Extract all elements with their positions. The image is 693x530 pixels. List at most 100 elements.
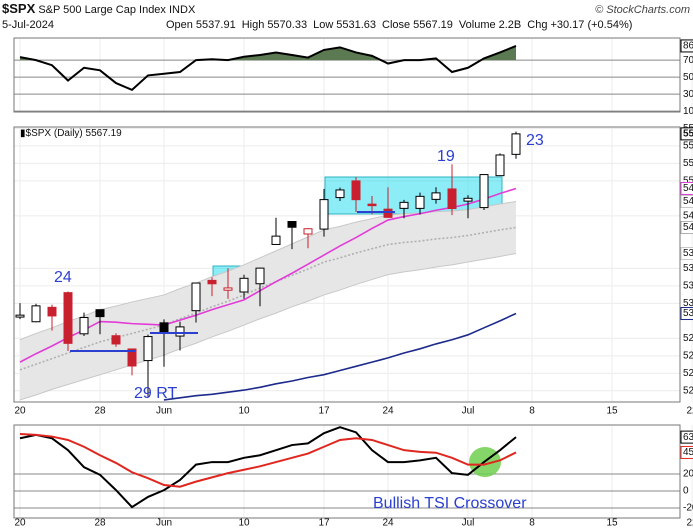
overlay-line <box>163 312 517 401</box>
index-name: S&P 500 Large Cap Index <box>38 4 166 16</box>
value-label-box <box>680 445 693 459</box>
header-line: $SPX S&P 500 Large Cap Index INDX <box>2 1 196 16</box>
series-line <box>19 45 517 92</box>
candle-body <box>47 306 57 317</box>
candle-body <box>367 203 377 207</box>
value-label: 63.35 <box>683 432 693 443</box>
quote-label: Close <box>382 19 410 31</box>
panel-frame <box>13 126 681 403</box>
x-tick-label: Jul <box>462 518 475 529</box>
y-tick-label: 5250 <box>683 350 693 361</box>
x-tick-label: 20 <box>14 406 26 417</box>
panel-frames <box>13 37 681 519</box>
legend-label: $SPX (Daily) <box>26 128 83 139</box>
candle-body <box>63 292 73 344</box>
candle-body <box>271 235 281 245</box>
y-tick-label: 5275 <box>683 333 693 344</box>
quote-label: Open <box>166 19 193 31</box>
value-label-box <box>680 127 693 141</box>
value-label: 5489.14 <box>683 183 693 194</box>
annotation: 29 RT <box>134 385 178 402</box>
y-tick-label: 5325 <box>683 298 693 309</box>
candle-body <box>415 195 425 209</box>
x-tick-label: 8 <box>529 518 535 529</box>
candle-body <box>495 154 505 177</box>
value-label-box <box>680 247 693 261</box>
x-tick-label: Jun <box>156 518 172 529</box>
legend-swatch: ▮ <box>20 128 26 139</box>
candle-body <box>95 309 105 318</box>
x-tick-label: 28 <box>94 406 106 417</box>
y-tick-label: 5350 <box>683 280 693 291</box>
candle-body <box>111 335 121 345</box>
x-tick-label: 8 <box>529 406 535 417</box>
symbol: $SPX <box>2 1 36 16</box>
candle-body <box>399 201 409 209</box>
x-tick-label: 10 <box>238 518 250 529</box>
candle-body <box>447 188 457 210</box>
overlay-line <box>19 253 517 401</box>
series-line <box>19 433 517 488</box>
y-tick-label: 70 <box>683 55 693 66</box>
overlay-line <box>19 187 517 363</box>
credit: © StockCharts.com <box>595 4 690 16</box>
y-tick-label: 5500 <box>683 176 693 187</box>
value-label-box <box>680 195 693 209</box>
candle-body <box>303 228 313 235</box>
candle-body <box>383 208 393 218</box>
quote-value: 5531.63 <box>336 19 376 31</box>
y-tick-label: 5200 <box>683 385 693 396</box>
x-tick-label: 20 <box>14 518 26 529</box>
candle-body <box>511 133 521 155</box>
y-tick-label: 20 <box>683 469 693 480</box>
candle-body <box>175 326 185 337</box>
marks-layer <box>15 45 521 509</box>
y-tick-label: 5375 <box>683 263 693 274</box>
value-label: 5396.19 <box>683 248 693 259</box>
quote-value: 5567.19 <box>413 19 453 31</box>
candle-body <box>79 317 89 335</box>
value-label-box <box>680 181 693 195</box>
legend: ▮$SPX (Daily) 5567.19 <box>20 128 122 139</box>
candle-body <box>127 348 137 367</box>
y-tick-label: 10 <box>683 106 693 117</box>
value-label: 5310.46 <box>683 308 693 319</box>
candle-body <box>143 336 153 362</box>
series-line <box>19 426 517 509</box>
value-label: 5470.52 <box>683 196 693 207</box>
x-tick-label: 15 <box>606 518 618 529</box>
candle-body <box>335 189 345 199</box>
candle-body <box>351 180 361 201</box>
panel-frame <box>13 424 681 519</box>
candle-body <box>479 174 489 209</box>
value-label-box <box>680 39 693 53</box>
overbought-fill <box>20 45 516 61</box>
candle-body <box>223 287 233 291</box>
quote-label: Low <box>313 19 333 31</box>
date: 5-Jul-2024 <box>2 19 54 31</box>
candle-body <box>239 277 249 293</box>
candle-body <box>159 322 169 333</box>
annotation: Bullish TSI Crossover <box>373 495 527 512</box>
y-tick-label: 30 <box>683 89 693 100</box>
trend-lines <box>70 211 395 352</box>
x-tick-label: Jun <box>156 406 172 417</box>
value-label: 86.66 <box>683 41 693 52</box>
y-tick-label: 5525 <box>683 158 693 169</box>
y-tick-label: 5450 <box>683 211 693 222</box>
exchange: INDX <box>169 4 196 16</box>
candle-body <box>463 197 473 202</box>
value-label: 45.31 <box>683 447 693 458</box>
y-tick-label: 5225 <box>683 368 693 379</box>
annotation: 23 <box>526 132 544 149</box>
x-tick-label: 10 <box>238 406 250 417</box>
legend-value: 5567.19 <box>86 128 123 139</box>
quote-value: +30.17 (+0.54%) <box>550 19 632 31</box>
candle-body <box>255 267 265 285</box>
y-tick-label: 5550 <box>683 141 693 152</box>
candle-body <box>31 305 41 323</box>
candle-body <box>319 199 329 230</box>
x-tick-label: 28 <box>94 518 106 529</box>
